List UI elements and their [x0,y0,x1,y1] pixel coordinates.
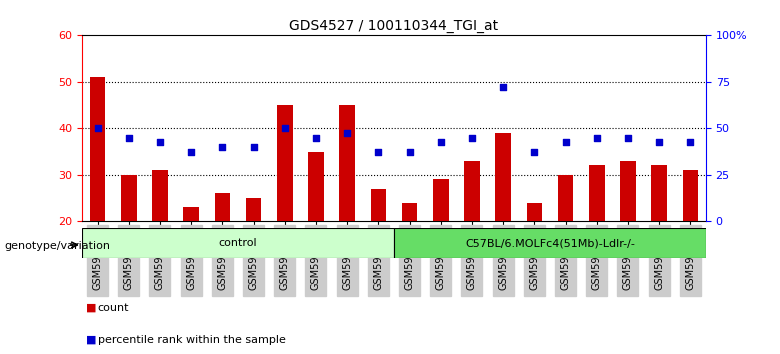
Text: ■: ■ [86,335,96,345]
Point [341,130,353,136]
Point [497,84,509,89]
Title: GDS4527 / 100110344_TGI_at: GDS4527 / 100110344_TGI_at [289,19,498,33]
Text: C57BL/6.MOLFc4(51Mb)-Ldlr-/-: C57BL/6.MOLFc4(51Mb)-Ldlr-/- [465,238,635,249]
Point [185,149,197,154]
Bar [526,202,542,221]
Point [590,135,603,141]
Text: genotype/variation: genotype/variation [4,241,110,251]
Bar [277,105,292,221]
Text: ■: ■ [86,303,96,313]
Point [528,149,541,154]
Text: count: count [98,303,129,313]
Bar [464,161,480,221]
Bar [82,228,394,258]
Bar [589,166,604,221]
Point [247,144,260,150]
Point [154,139,166,145]
Point [466,135,478,141]
Point [559,139,572,145]
Text: percentile rank within the sample: percentile rank within the sample [98,335,285,345]
Bar [308,152,324,221]
Bar [558,175,573,221]
Bar [370,189,386,221]
Point [434,139,447,145]
Bar [433,179,448,221]
Bar [682,170,698,221]
Text: control: control [218,238,257,249]
Point [403,149,416,154]
Point [91,125,104,131]
Point [278,125,291,131]
Point [310,135,322,141]
Point [622,135,634,141]
Point [122,135,135,141]
Bar [402,202,417,221]
Bar [620,161,636,221]
Bar [121,175,136,221]
Point [684,139,697,145]
Bar [495,133,511,221]
Bar [339,105,355,221]
Point [372,149,385,154]
Bar [183,207,199,221]
Bar [90,77,105,221]
Bar [152,170,168,221]
Bar [651,166,667,221]
Bar [394,228,706,258]
Point [653,139,665,145]
Bar [215,193,230,221]
Point [216,144,229,150]
Bar [246,198,261,221]
